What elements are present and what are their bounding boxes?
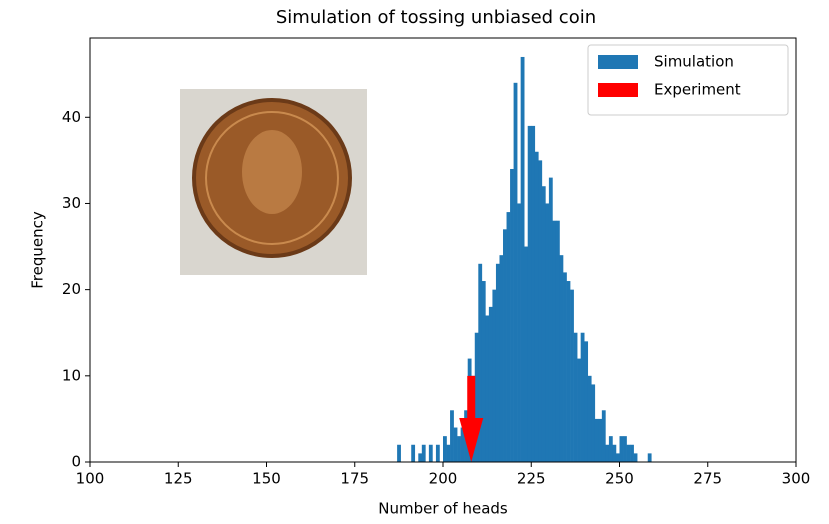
bar xyxy=(503,229,507,462)
experiment-arrow xyxy=(459,375,484,462)
legend-label: Simulation xyxy=(654,53,734,71)
bar xyxy=(566,281,571,462)
x-tick-label: 200 xyxy=(429,470,458,488)
bar xyxy=(563,272,567,462)
bar xyxy=(421,444,426,462)
bar xyxy=(619,436,624,462)
bar xyxy=(552,220,557,462)
bar xyxy=(605,444,610,462)
legend-swatch xyxy=(598,55,638,69)
x-tick-label: 275 xyxy=(693,470,722,488)
bar xyxy=(633,453,638,462)
bar xyxy=(591,384,596,462)
bar xyxy=(612,444,617,462)
bar xyxy=(647,453,652,462)
bar xyxy=(538,160,543,463)
bar xyxy=(580,332,585,462)
bar xyxy=(584,341,589,462)
x-tick-label: 225 xyxy=(517,470,546,488)
bar xyxy=(608,436,613,462)
bar xyxy=(601,410,606,462)
legend-swatch xyxy=(598,83,638,97)
x-axis-label: Number of heads xyxy=(378,500,508,518)
bar xyxy=(570,289,574,462)
bar xyxy=(485,315,490,462)
bar xyxy=(499,255,504,462)
x-tick-label: 125 xyxy=(164,470,193,488)
bar xyxy=(527,125,532,462)
bar xyxy=(481,281,486,462)
bar xyxy=(615,453,620,462)
bar xyxy=(545,203,550,462)
y-tick-label: 20 xyxy=(62,280,81,298)
bar xyxy=(587,375,592,462)
bar xyxy=(460,427,465,462)
x-tick-label: 100 xyxy=(76,470,105,488)
chart-title: Simulation of tossing unbiased coin xyxy=(276,7,596,28)
bar xyxy=(524,246,529,462)
y-tick-label: 10 xyxy=(62,366,81,384)
y-tick-label: 0 xyxy=(71,453,81,471)
bar xyxy=(534,151,539,462)
bar xyxy=(531,125,536,462)
bar xyxy=(411,444,416,462)
bar xyxy=(630,444,634,462)
bar xyxy=(457,436,461,462)
bar xyxy=(446,444,451,462)
x-tick-label: 175 xyxy=(340,470,369,488)
bar xyxy=(450,410,454,462)
coin-image xyxy=(180,89,367,275)
bar xyxy=(623,436,627,462)
bar xyxy=(488,306,493,462)
bar xyxy=(517,203,521,462)
bar xyxy=(435,444,440,462)
bar xyxy=(626,444,631,462)
y-tick-label: 40 xyxy=(62,108,81,126)
bar xyxy=(495,263,500,462)
bar xyxy=(548,177,553,463)
bar xyxy=(428,444,433,462)
x-tick-label: 250 xyxy=(605,470,634,488)
legend-label: Experiment xyxy=(654,81,741,99)
bar xyxy=(478,263,483,462)
bar xyxy=(510,168,514,462)
y-tick-label: 30 xyxy=(62,194,81,212)
bar xyxy=(520,56,525,462)
bar xyxy=(506,212,511,462)
bar xyxy=(541,186,546,462)
bar xyxy=(418,453,423,462)
bar xyxy=(397,444,401,462)
x-tick-label: 150 xyxy=(252,470,281,488)
bar xyxy=(555,220,560,462)
bar xyxy=(474,332,479,462)
bar xyxy=(573,332,578,462)
bar xyxy=(577,358,581,462)
bar xyxy=(594,418,599,462)
bar xyxy=(559,255,564,462)
bar xyxy=(443,436,447,462)
bar xyxy=(598,418,603,462)
bar xyxy=(453,427,458,462)
y-axis-label: Frequency xyxy=(29,211,47,289)
bar xyxy=(513,82,518,462)
bar xyxy=(492,289,497,462)
x-tick-label: 300 xyxy=(782,470,811,488)
